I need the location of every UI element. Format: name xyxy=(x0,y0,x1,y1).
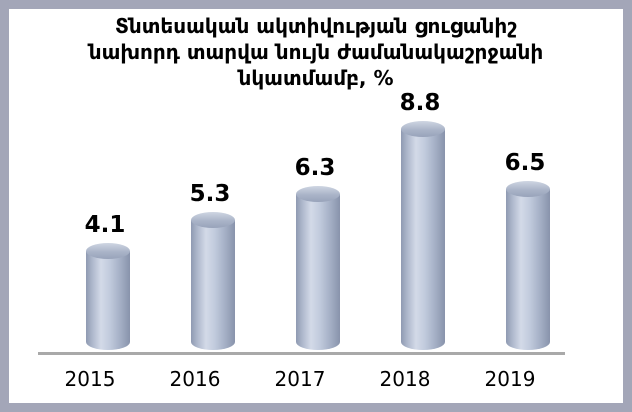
bar-cylinder-side xyxy=(401,129,445,350)
bar-cylinder-side xyxy=(506,189,550,350)
chart-title-line-2: նախորդ տարվա նույն ժամանակաշրջանի xyxy=(88,40,544,64)
data-label-2016: 5.3 xyxy=(189,181,231,207)
data-label-2018: 8.8 xyxy=(399,90,441,116)
bar-cylinder-2018 xyxy=(401,121,445,350)
bar-cylinder-side xyxy=(86,251,130,350)
chart-title: Տնտեսական ակտիվության ցուցանիշ նախորդ տա… xyxy=(0,13,632,91)
chart-title-line-3: նկատմամբ, % xyxy=(238,66,394,90)
bar-cylinder-2017 xyxy=(296,186,340,350)
bar-cylinder-top xyxy=(401,121,445,137)
bar-cylinder-top xyxy=(506,181,550,197)
bar-cylinder-side xyxy=(191,220,235,350)
chart-title-line-1: Տնտեսական ակտիվության ցուցանիշ xyxy=(115,14,517,38)
x-axis-line xyxy=(38,352,565,355)
bar-cylinder-top xyxy=(296,186,340,202)
x-tick-label-2018: 2018 xyxy=(379,367,431,391)
bar-cylinder-2016 xyxy=(191,212,235,350)
x-tick-label-2016: 2016 xyxy=(169,367,221,391)
bar-cylinder-top xyxy=(86,243,130,259)
bar-cylinder-2015 xyxy=(86,243,130,350)
x-tick-label-2017: 2017 xyxy=(274,367,326,391)
x-tick-label-2015: 2015 xyxy=(64,367,116,391)
x-tick-label-2019: 2019 xyxy=(484,367,536,391)
data-label-2019: 6.5 xyxy=(504,150,546,176)
data-label-2015: 4.1 xyxy=(84,212,126,238)
data-label-2017: 6.3 xyxy=(294,155,336,181)
bar-cylinder-top xyxy=(191,212,235,228)
bar-cylinder-side xyxy=(296,194,340,350)
bar-cylinder-2019 xyxy=(506,181,550,350)
